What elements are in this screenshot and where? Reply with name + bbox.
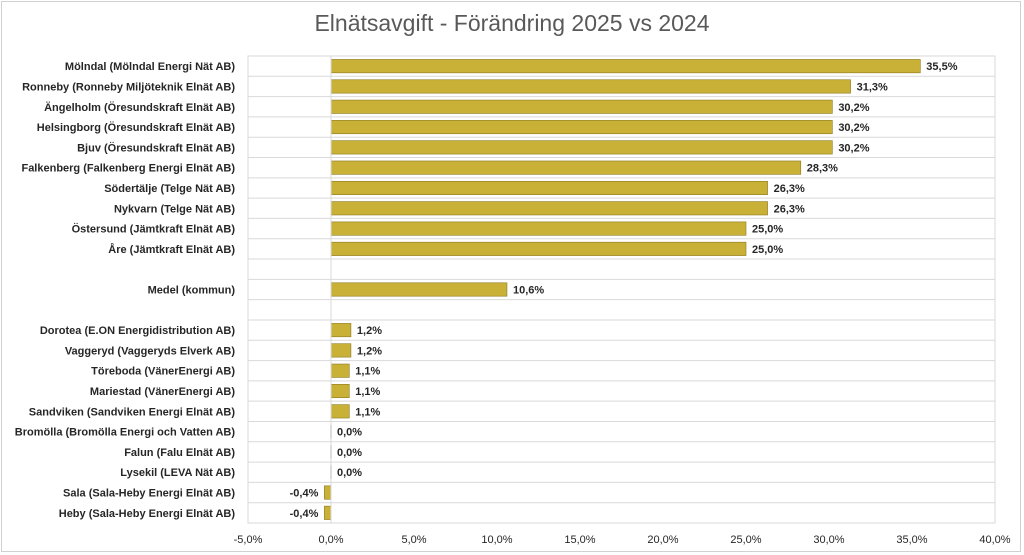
category-label: Bjuv (Öresundskraft Elnät AB) — [77, 141, 235, 154]
bar — [330, 241, 747, 256]
data-label: 0,0% — [337, 467, 362, 479]
category-label: Töreboda (VänerEnergi AB) — [91, 366, 235, 378]
data-label: 1,2% — [357, 345, 382, 357]
x-tick-label: 40,0% — [979, 534, 1010, 546]
category-label: Heby (Sala-Heby Energi Elnät AB) — [59, 508, 236, 520]
category-label: Vaggeryd (Vaggeryds Elverk AB) — [65, 345, 235, 357]
bar — [324, 485, 332, 500]
bar — [324, 505, 332, 520]
bar — [330, 282, 508, 297]
data-label: 30,2% — [838, 102, 869, 114]
x-tick-label: 35,0% — [896, 534, 927, 546]
bar — [330, 384, 350, 399]
category-label: Mölndal (Mölndal Energi Nät AB) — [65, 61, 235, 73]
data-label: -0,4% — [290, 508, 319, 520]
category-label: Mariestad (VänerEnergi AB) — [90, 386, 235, 398]
x-tick-label: 0,0% — [318, 534, 343, 546]
plot-area — [247, 55, 996, 524]
data-label: 1,1% — [355, 366, 380, 378]
bar — [330, 99, 833, 114]
data-label: 1,1% — [355, 406, 380, 418]
data-label: 25,0% — [752, 244, 783, 256]
category-label: Östersund (Jämtkraft Elnät AB) — [72, 223, 236, 236]
data-label: 26,3% — [774, 203, 805, 215]
data-label: 1,1% — [355, 386, 380, 398]
category-label: Dorotea (E.ON Energidistribution AB) — [40, 325, 235, 337]
category-label: Sala (Sala-Heby Energi Elnät AB) — [63, 488, 235, 500]
x-tick-label: 15,0% — [564, 534, 595, 546]
x-tick-label: 30,0% — [813, 534, 844, 546]
category-label: Lysekil (LEVA Nät AB) — [120, 467, 235, 479]
bar — [330, 323, 352, 338]
x-tick-label: 20,0% — [647, 534, 678, 546]
category-label: Falun (Falu Elnät AB) — [124, 447, 235, 459]
category-label: Ronneby (Ronneby Miljöteknik Elnät AB) — [22, 81, 235, 93]
data-label: 30,2% — [838, 122, 869, 134]
bar — [330, 404, 350, 419]
data-label: 10,6% — [513, 285, 544, 297]
category-label: Bromölla (Bromölla Energi och Vatten AB) — [15, 427, 236, 439]
category-label: Falkenberg (Falkenberg Energi Elnät AB) — [21, 163, 235, 175]
bar — [330, 343, 352, 358]
data-label: 26,3% — [774, 183, 805, 195]
category-label: Södertälje (Telge Nät AB) — [104, 183, 235, 195]
x-tick-label: 10,0% — [481, 534, 512, 546]
bar — [330, 180, 768, 195]
chart-title: Elnätsavgift - Förändring 2025 vs 2024 — [314, 10, 710, 36]
data-label: 0,0% — [337, 447, 362, 459]
data-label: 30,2% — [838, 142, 869, 154]
data-label: 25,0% — [752, 224, 783, 236]
bar — [330, 59, 921, 74]
bar — [330, 221, 747, 236]
category-label: Nykvarn (Telge Nät AB) — [114, 203, 235, 215]
category-label: Sandviken (Sandviken Energi Elnät AB) — [29, 406, 236, 418]
x-tick-label: 25,0% — [730, 534, 761, 546]
data-label: 31,3% — [857, 81, 888, 93]
category-label: Medel (kommun) — [148, 285, 236, 297]
category-label: Helsingborg (Öresundskraft Elnät AB) — [37, 121, 236, 134]
bar — [330, 201, 768, 216]
bar — [330, 160, 802, 175]
data-label: 1,2% — [357, 325, 382, 337]
bar — [330, 79, 851, 94]
category-label: Åre (Jämtkraft Elnät AB) — [108, 243, 235, 256]
x-tick-label: -5,0% — [234, 534, 263, 546]
data-label: 0,0% — [337, 427, 362, 439]
data-label: 28,3% — [807, 163, 838, 175]
bar — [330, 120, 833, 135]
bar — [330, 363, 350, 378]
data-label: -0,4% — [290, 488, 319, 500]
category-label: Ängelholm (Öresundskraft Elnät AB) — [44, 101, 235, 114]
x-tick-label: 5,0% — [401, 534, 426, 546]
bar — [330, 140, 833, 155]
data-label: 35,5% — [926, 61, 957, 73]
